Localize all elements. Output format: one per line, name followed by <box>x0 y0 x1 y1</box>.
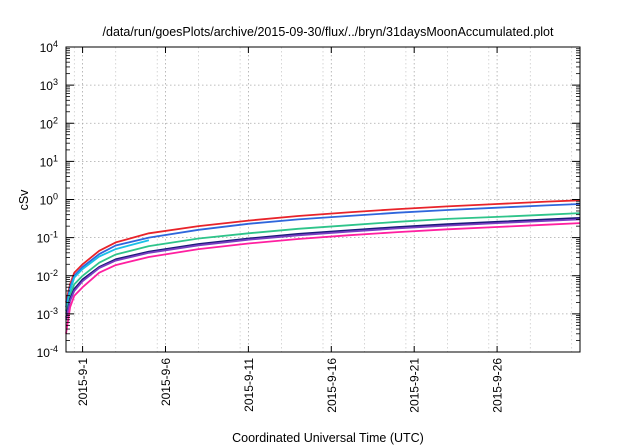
axes: 2015-9-1 2015-9-6 2015-9-11 2015-9-16 2015-9… <box>37 39 581 413</box>
x-tick-label: 2015-9-21 <box>408 358 422 413</box>
series-line-3 <box>65 239 150 312</box>
series-lines <box>65 199 581 334</box>
y-tick-label: 102 <box>40 115 58 131</box>
x-tick-label: 2015-9-11 <box>242 358 256 412</box>
series-line-4 <box>65 212 581 315</box>
x-tick-label: 2015-9-6 <box>159 358 173 406</box>
grid <box>66 47 580 352</box>
x-tick-label: 2015-9-16 <box>325 358 339 413</box>
series-line-1 <box>65 199 581 303</box>
y-tick-label: 104 <box>40 39 58 55</box>
series-line-6 <box>65 218 581 320</box>
series-line-7 <box>65 222 581 334</box>
x-tick-label: 2015-9-26 <box>491 358 505 413</box>
y-axis-label: cSv <box>17 189 31 211</box>
x-tick-label: 2015-9-1 <box>76 358 90 406</box>
y-tick-label: 10-3 <box>37 306 58 322</box>
series-line-2 <box>65 203 581 308</box>
y-tick-label: 10-4 <box>37 344 58 360</box>
y-tick-label: 10-1 <box>37 230 58 246</box>
chart-title: /data/run/goesPlots/archive/2015-09-30/f… <box>103 25 554 39</box>
y-tick-label: 100 <box>40 192 58 208</box>
plot-frame <box>65 46 581 353</box>
x-axis-label: Coordinated Universal Time (UTC) <box>232 431 424 445</box>
series-line-5 <box>65 217 581 318</box>
y-tick-label: 101 <box>40 153 58 169</box>
y-tick-label: 10-2 <box>37 268 58 284</box>
y-tick-label: 103 <box>40 77 58 93</box>
